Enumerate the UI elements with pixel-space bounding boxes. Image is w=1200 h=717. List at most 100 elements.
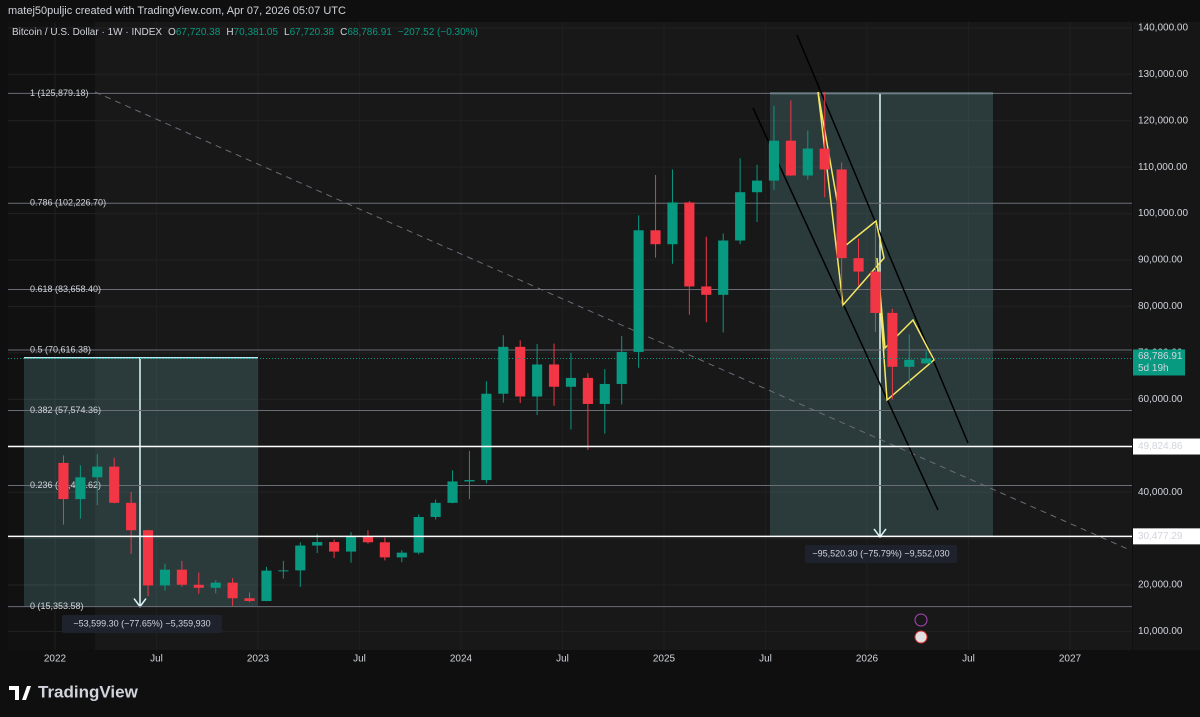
fib-label: 0.786 (102,226.70) (30, 198, 106, 208)
y-tick-label: 110,000.00 (1138, 162, 1188, 173)
candle-body (853, 258, 864, 272)
x-tick-label: 2027 (1059, 654, 1082, 665)
candle-body (751, 180, 763, 193)
candle-body (193, 584, 204, 588)
x-tick-label: 2022 (44, 654, 67, 665)
level-tag (1133, 438, 1200, 455)
legend-key: L (284, 27, 290, 38)
trend-dashed (94, 91, 1131, 551)
measure-label: −53,599.30 (−77.65%) −5,359,930 (73, 618, 210, 628)
candle-body (785, 140, 796, 176)
candle-body (464, 480, 475, 482)
y-tick-label: 20,000.00 (1138, 580, 1183, 591)
brand: TradingView (38, 682, 139, 701)
level-label: 49,824.86 (1138, 441, 1183, 452)
legend-value: 67,720.38 (176, 27, 221, 38)
candle-body (599, 383, 610, 404)
last-price-tag (1133, 349, 1185, 376)
candle-body (515, 346, 526, 397)
candle-body (176, 569, 187, 585)
fib-label: 0.5 (70,616.38) (30, 344, 91, 354)
y-tick-label: 100,000.00 (1138, 208, 1188, 219)
candle-body (159, 569, 171, 586)
x-tick-label: 2023 (247, 654, 270, 665)
legend-key: O (168, 27, 176, 38)
candle-body (532, 364, 543, 397)
channel-line (796, 34, 969, 444)
legend: Bitcoin / U.S. Dollar · 1W · INDEX O67,72… (12, 27, 478, 38)
candle-body (870, 271, 881, 313)
candle-body (142, 530, 154, 586)
candle-body (396, 552, 407, 558)
candle-body (904, 359, 915, 367)
candle-body (768, 140, 780, 181)
candle-body (921, 358, 932, 364)
candle-body (633, 230, 644, 352)
legend-change: −207.52 (−0.30%) (398, 27, 478, 38)
level-tag (1133, 528, 1200, 545)
event-icon (914, 630, 928, 644)
candle-body (227, 582, 238, 599)
candle-body (684, 202, 695, 287)
candle-body (565, 377, 577, 387)
flag (876, 257, 935, 402)
candle-body (582, 377, 593, 404)
y-tick-label: 40,000.00 (1138, 487, 1183, 498)
candle-body (735, 192, 746, 241)
x-tick-label: Jul (962, 654, 975, 665)
fib-label: 0.618 (83,658.40) (30, 284, 101, 294)
candle-body (498, 346, 509, 394)
countdown: 5d 19h (1138, 363, 1169, 374)
fib-label: 0.382 (57,574.36) (30, 405, 101, 415)
legend-value: 67,720.38 (290, 27, 335, 38)
y-tick-label: 10,000.00 (1138, 626, 1183, 637)
candle-body (362, 536, 374, 543)
y-tick-label: 140,000.00 (1138, 22, 1188, 33)
header: matej50puljic created with TradingView.c… (8, 5, 346, 17)
candle-body (413, 516, 424, 553)
event-icon (914, 613, 928, 627)
y-tick-label: 90,000.00 (1138, 255, 1183, 266)
legend-value: 70,381.05 (234, 27, 279, 38)
measure-label-bg (62, 615, 222, 633)
x-tick-label: 2026 (856, 654, 879, 665)
candle-body (616, 351, 627, 384)
y-tick-label: 130,000.00 (1138, 69, 1188, 80)
candle-body (819, 148, 830, 170)
candle-body (295, 545, 306, 571)
candle-body (802, 148, 813, 176)
candle-body (92, 466, 103, 478)
channel-line (752, 107, 939, 511)
candle-body (430, 502, 441, 517)
candle-body (109, 466, 120, 503)
candle-body (312, 542, 323, 546)
candle-body (650, 230, 661, 245)
candle-body (244, 598, 255, 602)
candle-body (329, 542, 340, 552)
last-price-label: 68,786.91 (1138, 351, 1183, 362)
candle-body (481, 393, 492, 481)
candle-body (548, 364, 560, 387)
measure-label: −95,520.30 (−75.79%) −9,552,030 (812, 548, 949, 558)
x-tick-label: Jul (353, 654, 366, 665)
candle-body (379, 542, 390, 558)
candle-body (701, 286, 712, 295)
candle-body (58, 462, 69, 500)
y-tick-label: 80,000.00 (1138, 301, 1183, 312)
legend-title: Bitcoin / U.S. Dollar · 1W · INDEX (12, 27, 162, 38)
measure-label-bg (805, 545, 957, 563)
legend-key: C (340, 27, 347, 38)
fib-label: 1 (125,879.18) (30, 88, 89, 98)
legend-value: 68,786.91 (347, 27, 392, 38)
candle-body (75, 477, 86, 500)
candle-body (667, 202, 678, 245)
candle-body (278, 570, 289, 572)
candle-body (126, 502, 137, 531)
x-tick-label: Jul (150, 654, 163, 665)
candle-body (836, 169, 847, 259)
candle-body (718, 240, 729, 295)
candle-body (447, 481, 458, 503)
price-axis (1133, 22, 1200, 650)
x-tick-label: 2024 (450, 654, 473, 665)
